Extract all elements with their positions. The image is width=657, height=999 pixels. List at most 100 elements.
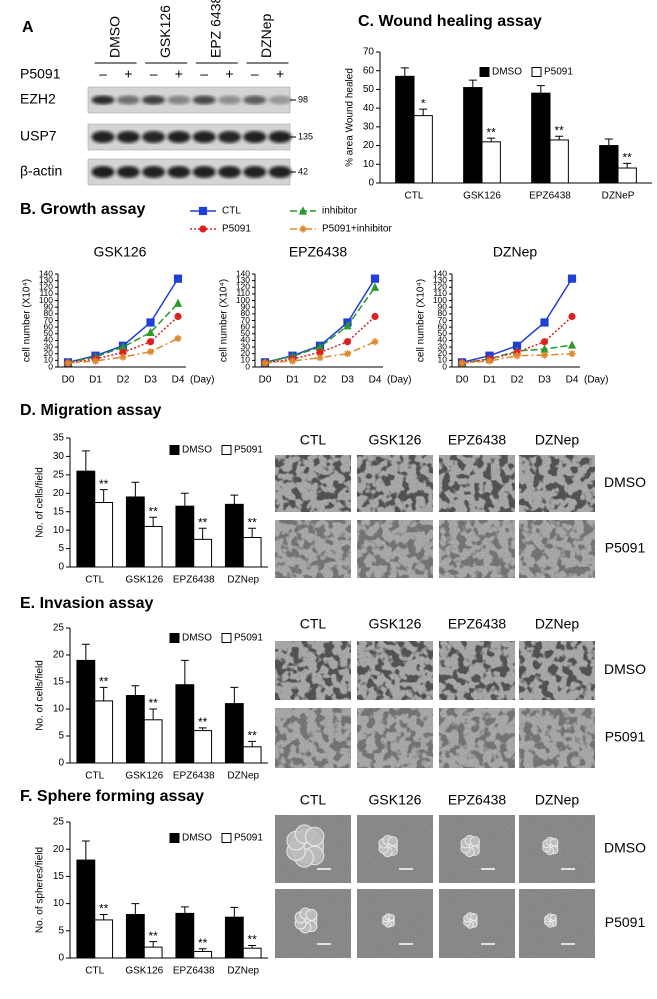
micrograph-spots — [275, 708, 351, 768]
error-bar — [99, 489, 108, 503]
marker — [458, 359, 466, 367]
treatment-sign: – — [200, 66, 208, 82]
bar — [94, 700, 114, 764]
marker — [567, 340, 577, 349]
sphere-cell — [549, 837, 559, 847]
image-column-header: CTL — [300, 616, 327, 632]
chart-title: B. Growth assay — [20, 201, 145, 218]
error-bar — [248, 527, 257, 538]
marker — [146, 318, 155, 327]
legend-label: CTL — [222, 206, 241, 217]
bar — [94, 919, 114, 959]
legend-label: DMSO — [182, 445, 212, 456]
bar — [531, 92, 551, 184]
y-tick-label: 20 — [241, 348, 251, 358]
treatment-sign: + — [225, 66, 233, 82]
micrograph-grain — [519, 889, 595, 958]
x-tick-label: D0 — [456, 375, 469, 386]
error-bar — [555, 135, 564, 140]
image-row-label: DMSO — [604, 661, 646, 677]
legend-label: P5091 — [234, 445, 263, 456]
x-tick-label: DZNeP — [602, 191, 635, 202]
y-tick-label: 40 — [241, 335, 251, 345]
y-tick-label: 10 — [44, 355, 54, 365]
bar — [125, 496, 145, 568]
y-tick-label: 10 — [53, 704, 65, 715]
y-tick-label: 0 — [368, 178, 374, 189]
y-tick-label: 130 — [433, 275, 447, 285]
micrograph-spots — [519, 455, 595, 512]
y-axis-label: No. of cells/field — [35, 467, 46, 538]
bar — [224, 916, 244, 959]
y-tick-label: 5 — [58, 543, 64, 554]
sphere-cell — [469, 836, 481, 847]
sphere-cell — [387, 836, 399, 847]
blot-band — [192, 131, 216, 143]
marker — [567, 274, 577, 283]
y-tick-label: 50 — [241, 328, 251, 338]
marker — [316, 348, 324, 356]
y-tick-label: 40 — [44, 335, 54, 345]
x-axis-label: (Day) — [190, 375, 214, 386]
y-tick-label: 100 — [433, 295, 447, 305]
image-column-header: EPZ6438 — [448, 616, 507, 632]
blot-band — [116, 131, 140, 143]
micrograph-spots — [275, 641, 351, 700]
image-row-label: P5091 — [605, 914, 646, 930]
error-bar — [81, 450, 90, 472]
bar — [143, 525, 163, 568]
image-column-header: GSK126 — [369, 616, 422, 632]
x-tick-label: EPZ6438 — [173, 966, 215, 977]
x-tick-label: DZNep — [227, 575, 259, 586]
marker — [343, 321, 352, 330]
bar — [242, 537, 262, 568]
chart-subtitle: GSK126 — [94, 244, 147, 260]
line — [67, 302, 179, 364]
y-tick-label: 50 — [44, 328, 54, 338]
marker — [540, 338, 549, 346]
blot-band — [91, 95, 115, 105]
image-column-header: EPZ6438 — [448, 432, 507, 448]
marker — [371, 338, 379, 346]
mw-label: 98 — [298, 94, 308, 104]
blot-band — [167, 131, 191, 143]
error-bar — [419, 108, 428, 116]
image-column-header: DZNep — [535, 432, 580, 448]
y-axis-label: % area Wound healed — [345, 68, 356, 167]
mw-label: 135 — [298, 131, 313, 141]
sphere-cell — [469, 913, 478, 922]
blot-band — [192, 166, 216, 178]
y-tick-label: 70 — [241, 315, 251, 325]
marker — [485, 357, 494, 365]
x-tick-label: CTL — [85, 771, 104, 782]
bar — [193, 950, 213, 959]
marker — [568, 312, 576, 321]
image-row-label: DMSO — [604, 474, 646, 490]
micrograph-spots — [275, 520, 351, 578]
x-tick-label: D3 — [144, 375, 157, 386]
bar — [481, 141, 501, 184]
blot-band — [268, 166, 292, 178]
y-tick-label: 70 — [363, 47, 375, 58]
y-tick-label: 120 — [433, 282, 447, 292]
blot-band — [116, 166, 140, 178]
bar — [242, 947, 262, 959]
blot-band — [142, 95, 166, 105]
y-tick-label: 120 — [39, 282, 53, 292]
x-tick-label: DZNep — [227, 771, 259, 782]
y-tick-label: 100 — [236, 295, 250, 305]
treatment-sign: – — [99, 66, 107, 82]
y-tick-label: 5 — [58, 925, 64, 936]
micrograph-spots — [519, 708, 595, 768]
mw-label: 42 — [298, 166, 308, 176]
x-tick-label: D4 — [369, 375, 382, 386]
error-bar — [131, 903, 140, 915]
blot-band — [218, 166, 241, 178]
error-bar — [230, 906, 239, 918]
error-bar — [198, 527, 207, 540]
significance: ** — [247, 729, 257, 743]
y-tick-label: 60 — [44, 321, 54, 331]
y-tick-label: 140 — [39, 268, 53, 278]
treatment-sign: + — [124, 66, 132, 82]
bar — [193, 538, 213, 568]
